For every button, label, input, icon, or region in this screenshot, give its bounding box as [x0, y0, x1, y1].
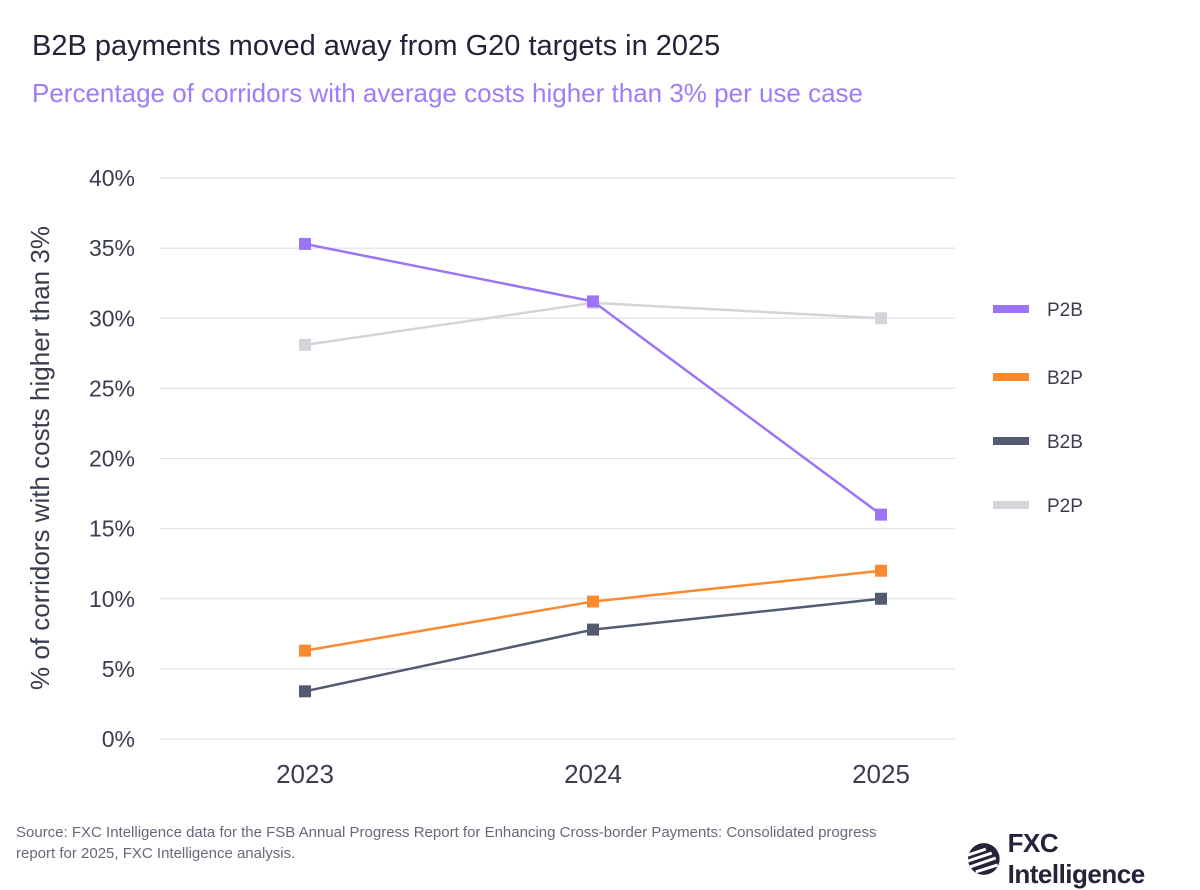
data-point-p2b: [587, 295, 599, 308]
legend-label-p2b: P2B: [1047, 300, 1083, 321]
fxc-logo: FXC Intelligence: [966, 828, 1200, 890]
y-tick-label: 5%: [102, 656, 135, 682]
chart-subtitle: Percentage of corridors with average cos…: [32, 78, 864, 108]
legend-swatch-b2p: [993, 373, 1029, 381]
data-point-b2b: [299, 685, 311, 698]
legend-label-p2p: P2P: [1047, 496, 1083, 517]
data-point-b2p: [875, 564, 887, 577]
y-axis-label: % of corridors with costs higher than 3%: [25, 226, 55, 690]
data-point-p2p: [299, 338, 311, 351]
y-tick-label: 10%: [89, 586, 135, 612]
y-tick-label: 15%: [89, 516, 135, 542]
data-point-b2p: [587, 595, 599, 608]
y-tick-label: 40%: [89, 165, 135, 191]
legend-swatch-p2p: [993, 501, 1029, 509]
data-point-b2p: [299, 644, 311, 657]
chart-title: B2B payments moved away from G20 targets…: [32, 30, 721, 62]
series-line-p2b: [304, 242, 882, 516]
series-line-b2p: [304, 569, 882, 652]
series-line-b2b: [304, 597, 882, 693]
y-tick-label: 30%: [89, 305, 135, 331]
x-tick-label: 2024: [564, 759, 622, 789]
legend-label-b2b: B2B: [1047, 432, 1083, 453]
y-tick-label: 25%: [89, 375, 135, 401]
legend-swatch-p2b: [993, 305, 1029, 313]
x-tick-label: 2023: [276, 759, 334, 789]
logo-text: FXC Intelligence: [1007, 828, 1146, 889]
data-point-p2p: [875, 312, 887, 325]
series-line-p2p: [304, 301, 882, 347]
y-tick-label: 0%: [102, 726, 135, 752]
legend-swatch-b2b: [993, 437, 1029, 445]
y-tick-label: 35%: [89, 235, 135, 261]
data-point-p2b: [299, 237, 311, 250]
fxc-logo-icon: [967, 843, 1000, 875]
data-point-b2b: [875, 592, 887, 605]
data-point-p2b: [875, 508, 887, 521]
data-point-b2b: [587, 623, 599, 636]
y-tick-label: 20%: [89, 446, 135, 472]
legend-label-b2p: B2P: [1047, 368, 1083, 389]
x-tick-label: 2025: [852, 759, 910, 789]
source-note: Source: FXC Intelligence data for the FS…: [16, 824, 877, 862]
